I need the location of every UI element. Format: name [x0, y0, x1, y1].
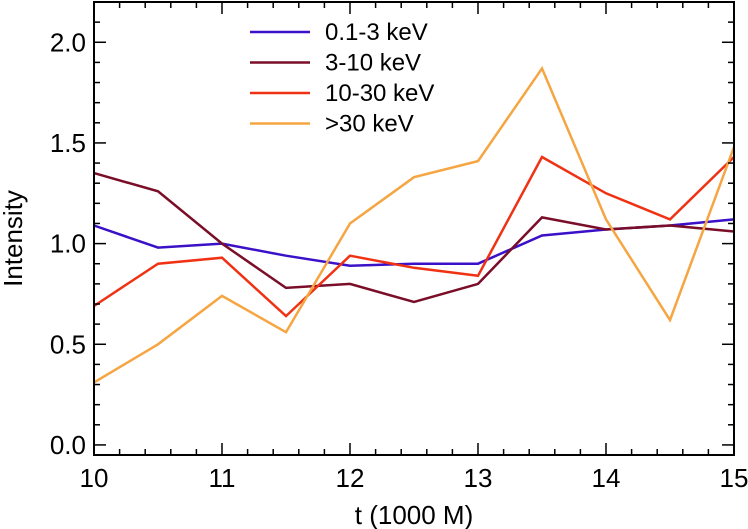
y-ticks: 0.0 0.5 1.0 1.5 2.0	[50, 1, 734, 460]
x-tick-label: 12	[336, 463, 365, 493]
series-line	[93, 155, 735, 318]
x-tick-label: 11	[209, 463, 236, 493]
y-axis-label: Intensity	[0, 190, 28, 287]
y-tick-label: 1.0	[50, 229, 86, 259]
y-tick-label: 0.0	[50, 430, 86, 460]
legend-label: >30 keV	[325, 111, 414, 138]
x-axis-label: t (1000 M)	[355, 500, 474, 529]
x-tick-label: 10	[80, 463, 109, 493]
series-line	[93, 171, 735, 304]
y-tick-label: 0.5	[50, 329, 86, 359]
x-ticks: 10 11 12 13 14 15	[80, 2, 748, 493]
legend-label: 10-30 keV	[325, 80, 434, 107]
legend-label: 0.1-3 keV	[325, 19, 428, 46]
y-tick-label: 1.5	[50, 128, 86, 158]
plot-lines	[93, 65, 736, 384]
x-tick-label: 13	[464, 463, 493, 493]
legend: 0.1-3 keV 3-10 keV 10-30 keV >30 keV	[250, 19, 434, 138]
legend-label: 3-10 keV	[325, 50, 421, 77]
series-line	[93, 65, 736, 384]
y-tick-label: 2.0	[50, 27, 86, 57]
x-tick-label: 15	[720, 463, 748, 493]
plot-frame	[93, 1, 735, 456]
x-tick-label: 14	[592, 463, 621, 493]
